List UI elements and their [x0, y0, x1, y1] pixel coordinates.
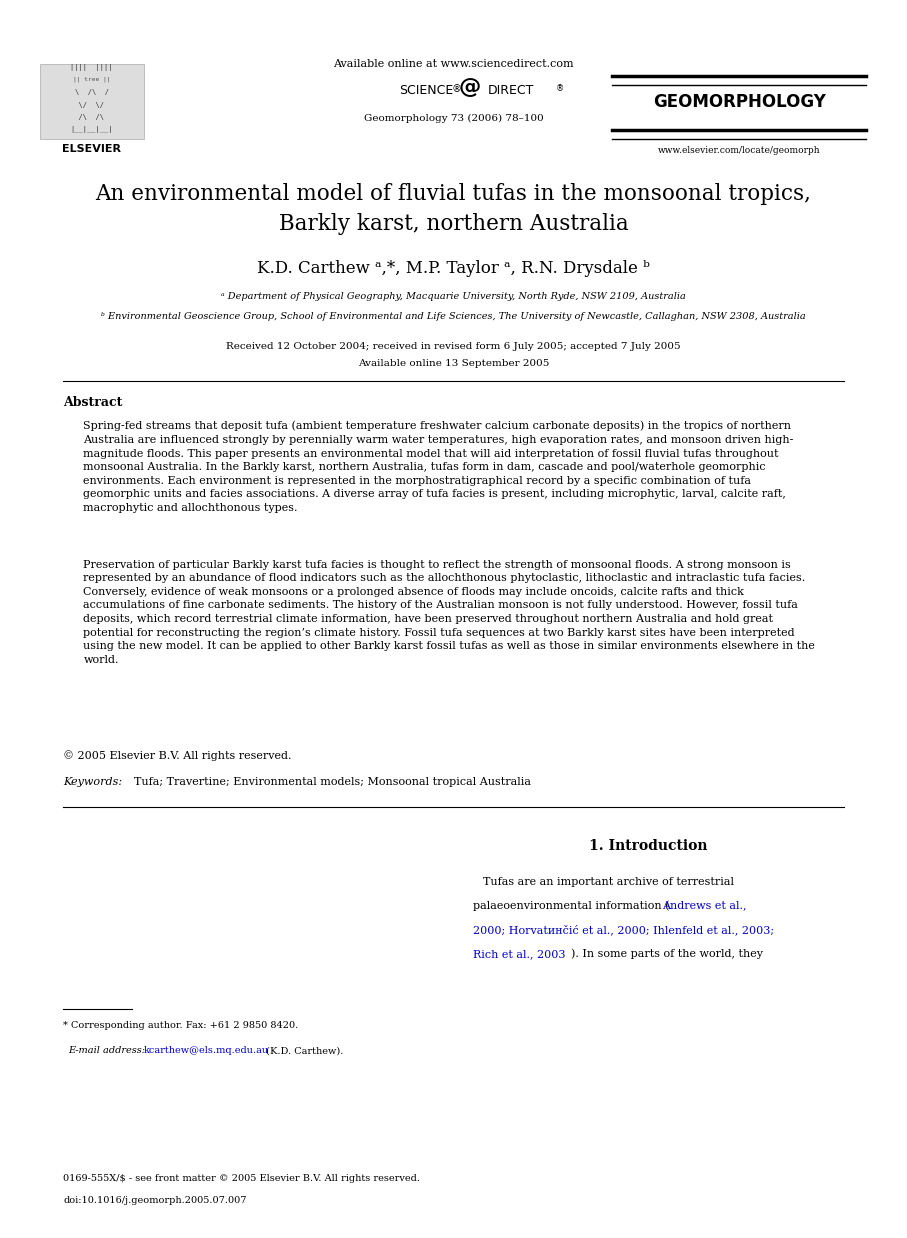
Text: Geomorphology 73 (2006) 78–100: Geomorphology 73 (2006) 78–100: [364, 114, 543, 123]
Text: 1. Introduction: 1. Introduction: [590, 839, 707, 853]
Text: Rich et al., 2003: Rich et al., 2003: [473, 950, 566, 959]
Text: Keywords:: Keywords:: [63, 777, 122, 787]
Text: ). In some parts of the world, they: ). In some parts of the world, they: [571, 950, 763, 959]
Text: doi:10.1016/j.geomorph.2005.07.007: doi:10.1016/j.geomorph.2005.07.007: [63, 1196, 247, 1205]
Text: SCIENCE: SCIENCE: [399, 84, 454, 98]
Text: E-mail address:: E-mail address:: [68, 1046, 145, 1055]
Text: K.D. Carthew ᵃ,*, M.P. Taylor ᵃ, R.N. Drysdale ᵇ: K.D. Carthew ᵃ,*, M.P. Taylor ᵃ, R.N. Dr…: [257, 260, 650, 277]
Text: Preservation of particular Barkly karst tufa facies is thought to reflect the st: Preservation of particular Barkly karst …: [83, 560, 815, 665]
Text: Tufas are an important archive of terrestrial: Tufas are an important archive of terres…: [483, 877, 734, 886]
Text: palaeoenvironmental information (: palaeoenvironmental information (: [473, 901, 670, 911]
Text: \/  \/: \/ \/: [71, 102, 112, 108]
Text: || tree ||: || tree ||: [73, 77, 111, 82]
Text: @: @: [459, 77, 481, 97]
Text: ELSEVIER: ELSEVIER: [62, 144, 122, 154]
Text: GEOMORPHOLOGY: GEOMORPHOLOGY: [653, 93, 825, 111]
Text: (K.D. Carthew).: (K.D. Carthew).: [263, 1046, 344, 1055]
Text: Barkly karst, northern Australia: Barkly karst, northern Australia: [278, 213, 629, 235]
Text: 2000; Horvatинčić et al., 2000; Ihlenfeld et al., 2003;: 2000; Horvatинčić et al., 2000; Ihlenfel…: [473, 925, 775, 936]
Text: |__|__|__|: |__|__|__|: [71, 126, 112, 134]
Text: www.elsevier.com/locate/geomorph: www.elsevier.com/locate/geomorph: [658, 146, 821, 155]
Text: /\  /\: /\ /\: [71, 114, 112, 120]
Text: Available online at www.sciencedirect.com: Available online at www.sciencedirect.co…: [333, 59, 574, 69]
Text: Tufa; Travertine; Environmental models; Monsoonal tropical Australia: Tufa; Travertine; Environmental models; …: [134, 777, 532, 787]
Text: An environmental model of fluvial tufas in the monsoonal tropics,: An environmental model of fluvial tufas …: [95, 183, 812, 206]
Text: ®: ®: [449, 84, 462, 94]
Text: Andrews et al.,: Andrews et al.,: [662, 901, 746, 911]
Bar: [40, 64, 144, 139]
Text: 0169-555X/$ - see front matter © 2005 Elsevier B.V. All rights reserved.: 0169-555X/$ - see front matter © 2005 El…: [63, 1174, 421, 1182]
Text: kcarthew@els.mq.edu.au: kcarthew@els.mq.edu.au: [143, 1046, 268, 1055]
Text: \  /\  /: \ /\ /: [74, 89, 109, 95]
Text: © 2005 Elsevier B.V. All rights reserved.: © 2005 Elsevier B.V. All rights reserved…: [63, 750, 292, 761]
Text: ||||  ||||: |||| ||||: [71, 64, 112, 72]
Text: ®: ®: [556, 84, 564, 93]
Text: Abstract: Abstract: [63, 396, 122, 410]
Text: Available online 13 September 2005: Available online 13 September 2005: [358, 359, 549, 368]
Text: DIRECT: DIRECT: [488, 84, 534, 98]
Text: Spring-fed streams that deposit tufa (ambient temperature freshwater calcium car: Spring-fed streams that deposit tufa (am…: [83, 421, 794, 513]
Text: Received 12 October 2004; received in revised form 6 July 2005; accepted 7 July : Received 12 October 2004; received in re…: [226, 342, 681, 350]
Text: ᵇ Environmental Geoscience Group, School of Environmental and Life Sciences, The: ᵇ Environmental Geoscience Group, School…: [101, 312, 806, 321]
Text: * Corresponding author. Fax: +61 2 9850 8420.: * Corresponding author. Fax: +61 2 9850 …: [63, 1021, 298, 1030]
Text: ᵃ Department of Physical Geography, Macquarie University, North Ryde, NSW 2109, : ᵃ Department of Physical Geography, Macq…: [221, 292, 686, 301]
